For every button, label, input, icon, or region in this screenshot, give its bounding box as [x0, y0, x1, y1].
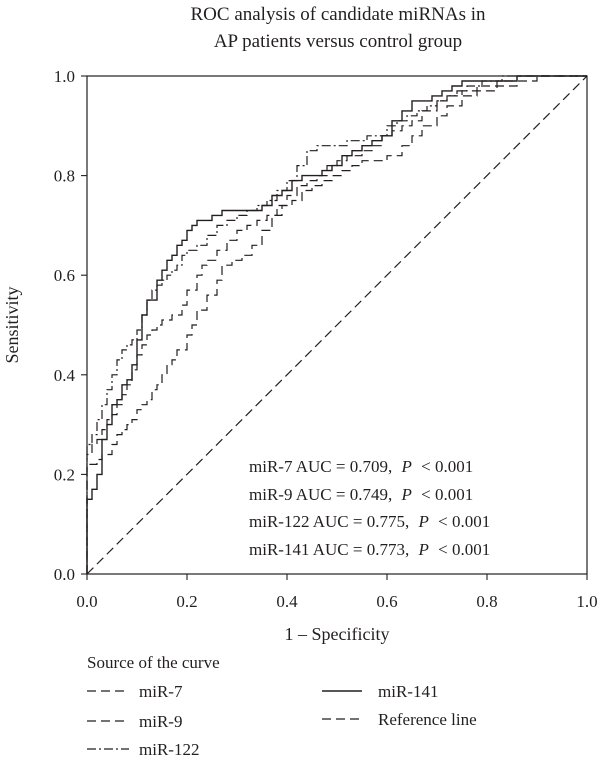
p-value: < 0.001: [438, 540, 490, 559]
legend-title: Source of the curve: [87, 653, 220, 672]
p-value: < 0.001: [421, 457, 473, 476]
x-tick-label: 0.8: [476, 592, 497, 611]
p-symbol: P: [401, 457, 412, 476]
auc-text: miR-7 AUC = 0.709,: [249, 457, 392, 476]
y-tick-label: 0.2: [54, 465, 75, 484]
series-line-mir-122: [86, 75, 587, 574]
p-symbol: P: [401, 485, 412, 504]
p-value: < 0.001: [421, 485, 473, 504]
legend-label-mir-9: miR-9: [139, 712, 182, 731]
x-tick-label: 0.4: [276, 592, 298, 611]
legend-label-mir-141: miR-141: [378, 682, 438, 701]
auc-annotation-mir-7: miR-7 AUC = 0.709, P < 0.001: [249, 457, 473, 476]
plot-frame: [86, 75, 588, 575]
y-tick-label: 0.6: [54, 266, 75, 285]
y-tick-label: 0.4: [54, 366, 76, 385]
p-symbol: P: [418, 512, 429, 531]
chart-title-line-2: AP patients versus control group: [214, 31, 462, 52]
series-line-mir-9: [86, 75, 587, 574]
series-line-reference-line: [86, 75, 588, 575]
legend-label-mir-7: miR-7: [139, 682, 183, 701]
auc-text: miR-9 AUC = 0.749,: [249, 485, 392, 504]
y-tick-label: 0.8: [54, 167, 75, 186]
y-axis-label: Sensitivity: [2, 286, 22, 363]
roc-series: [86, 75, 588, 575]
y-tick-label: 1.0: [54, 67, 75, 86]
series-line-mir-7: [86, 75, 587, 574]
x-tick-label: 0.6: [376, 592, 397, 611]
legend: Source of the curve miR-7 miR-9 miR-122 …: [87, 653, 477, 759]
auc-text: miR-141 AUC = 0.773,: [249, 540, 409, 559]
auc-annotations: miR-7 AUC = 0.709, P < 0.001 miR-9 AUC =…: [249, 457, 490, 559]
x-tick-label: 0.2: [176, 592, 197, 611]
x-tick-label: 1.0: [576, 592, 597, 611]
p-value: < 0.001: [438, 512, 490, 531]
x-axis-ticks: 0.0 0.2 0.4 0.6 0.8 1.0: [76, 574, 598, 611]
auc-annotation-mir-141: miR-141 AUC = 0.773, P < 0.001: [249, 540, 490, 559]
x-axis-label: 1 – Specificity: [285, 624, 390, 644]
x-tick-label: 0.0: [76, 592, 97, 611]
y-axis-ticks: 0.0 0.2 0.4 0.6 0.8 1.0: [54, 67, 87, 584]
y-tick-label: 0.0: [54, 565, 75, 584]
legend-label-mir-122: miR-122: [139, 740, 199, 759]
auc-annotation-mir-122: miR-122 AUC = 0.775, P < 0.001: [249, 512, 490, 531]
legend-label-reference-line: Reference line: [378, 710, 477, 729]
series-line-mir-141: [86, 75, 587, 574]
auc-annotation-mir-9: miR-9 AUC = 0.749, P < 0.001: [249, 485, 473, 504]
auc-text: miR-122 AUC = 0.775,: [249, 512, 409, 531]
p-symbol: P: [418, 540, 429, 559]
chart-title-line-1: ROC analysis of candidate miRNAs in: [191, 4, 486, 25]
